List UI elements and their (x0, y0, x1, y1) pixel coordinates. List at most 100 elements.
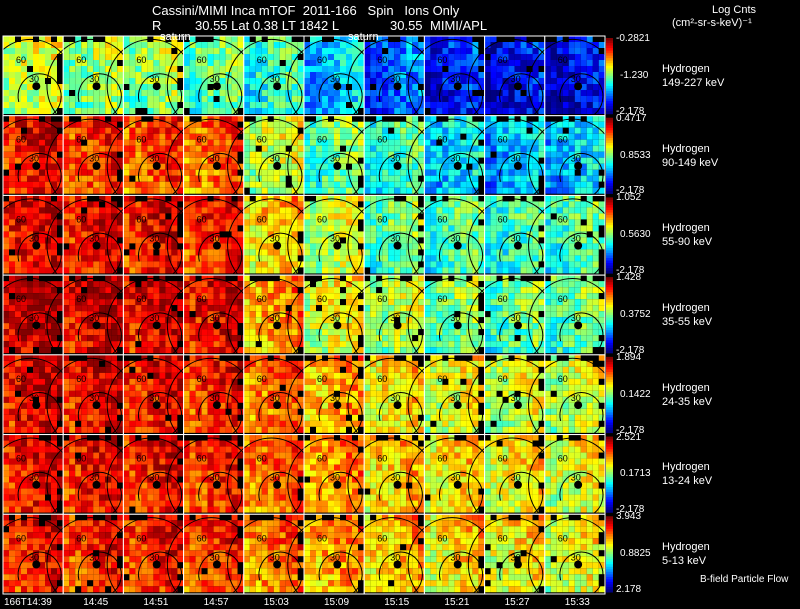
colorbar-min: 2.178 (616, 584, 642, 595)
l-value: 30.55 (390, 18, 423, 33)
colorbar-segment (606, 96, 613, 100)
contour-line (559, 312, 604, 355)
saturn-marker (212, 161, 221, 170)
contour-label-60: 60 (16, 294, 26, 304)
contour-label-60: 60 (317, 374, 327, 384)
contour-line (499, 73, 544, 116)
contour-label-30: 30 (571, 473, 581, 483)
colorbar-segment (606, 489, 613, 493)
colorbar-segment (606, 88, 613, 92)
contour-label-30: 30 (450, 233, 460, 243)
colorbar-segment (606, 389, 613, 393)
contour-line (499, 153, 544, 195)
contour-label-30: 30 (511, 552, 521, 562)
energy-label: 55-90 keV (662, 236, 713, 249)
colorbar-segment (606, 263, 613, 267)
species-label: Hydrogen (662, 222, 710, 235)
colorbar-segment (606, 464, 613, 468)
contour-line (439, 73, 483, 116)
contour-label-30: 30 (149, 473, 159, 483)
species-label: Hydrogen (662, 541, 710, 554)
colorbar-segment (606, 584, 613, 588)
contour-label-60: 60 (136, 214, 146, 224)
contour-line (17, 73, 62, 116)
contour-label-60: 60 (197, 533, 207, 543)
source-label: MIMI/APL (430, 18, 488, 33)
contour-label-60: 60 (558, 214, 568, 224)
colorbar-segment (606, 441, 613, 445)
saturn-marker (453, 241, 462, 250)
contour-label-30: 30 (571, 154, 581, 164)
saturn-marker (212, 401, 221, 410)
colorbar-segment (606, 207, 613, 211)
colorbar-segment (606, 183, 613, 187)
contour-label-60: 60 (197, 135, 207, 145)
contour-label-60: 60 (377, 214, 387, 224)
colorbar-segment (606, 589, 613, 593)
contour-label-60: 60 (377, 533, 387, 543)
contour-line (17, 551, 62, 594)
contour-line (378, 73, 423, 116)
colorbar-segment (606, 345, 613, 349)
contour-label-60: 60 (377, 374, 387, 384)
colorbar-segment (606, 93, 613, 97)
colorbar-segment (606, 199, 613, 203)
colorbar-mid: 0.8533 (620, 149, 651, 161)
contour-line (528, 278, 617, 355)
colorbar-segment (606, 175, 613, 179)
colorbar-mid: -1.230 (620, 69, 649, 81)
contour-line (77, 392, 122, 434)
colorbar-segment (606, 58, 613, 62)
saturn-marker (32, 82, 41, 91)
saturn-marker (393, 241, 402, 250)
units-label: Log Cnts (712, 4, 757, 16)
colorbar-segment (606, 55, 613, 59)
colorbar-segment (606, 569, 613, 573)
colorbar-segment (606, 230, 613, 234)
colorbar-segment (606, 404, 613, 408)
colorbar-segment (606, 202, 613, 206)
colorbar-segment (606, 180, 613, 184)
saturn-marker (32, 480, 41, 489)
colorbar-segment (606, 197, 613, 201)
contour-line (499, 551, 544, 594)
colorbar-segment (606, 561, 613, 565)
contour-label-60: 60 (498, 294, 508, 304)
colorbar-min: -2.178 (616, 344, 645, 356)
saturn-marker (574, 480, 583, 489)
contour-label-60: 60 (437, 214, 447, 224)
contour-label-30: 30 (29, 233, 39, 243)
colorbar-segment (606, 265, 613, 269)
contour-line (378, 312, 423, 355)
saturn-marker (393, 560, 402, 569)
colorbar-segment (606, 158, 613, 162)
colorbar-segment (606, 60, 613, 64)
contour-label-30: 30 (29, 393, 39, 403)
colorbar-segment (606, 461, 613, 465)
energy-label: 90-149 keV (662, 156, 719, 169)
time-tick-label: 14:45 (83, 597, 109, 608)
contour-line (378, 551, 423, 594)
colorbar-min: -2.178 (616, 105, 645, 117)
colorbar-segment (606, 222, 613, 226)
colorbar-segment (606, 75, 613, 79)
colorbar-min: -2.178 (616, 185, 645, 197)
saturn-marker (513, 321, 522, 330)
saturn-marker (574, 241, 583, 250)
saturn-marker (212, 241, 221, 250)
colorbar-segment (606, 215, 613, 219)
colorbar-segment (606, 168, 613, 172)
colorbar-segment (606, 347, 613, 351)
colorbar-segment (606, 163, 613, 167)
colorbar-max: -0.2821 (616, 33, 650, 44)
colorbar-segment (606, 392, 613, 396)
